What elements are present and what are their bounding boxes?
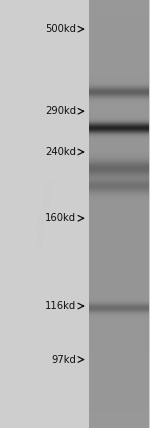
Text: 240kd: 240kd	[45, 147, 76, 157]
Text: 160kd: 160kd	[45, 213, 76, 223]
Text: 290kd: 290kd	[45, 106, 76, 116]
Text: 97kd: 97kd	[52, 354, 76, 365]
Text: 500kd: 500kd	[45, 24, 76, 34]
Text: www.PTGLAB.COM: www.PTGLAB.COM	[34, 178, 56, 250]
Text: 116kd: 116kd	[45, 301, 76, 311]
